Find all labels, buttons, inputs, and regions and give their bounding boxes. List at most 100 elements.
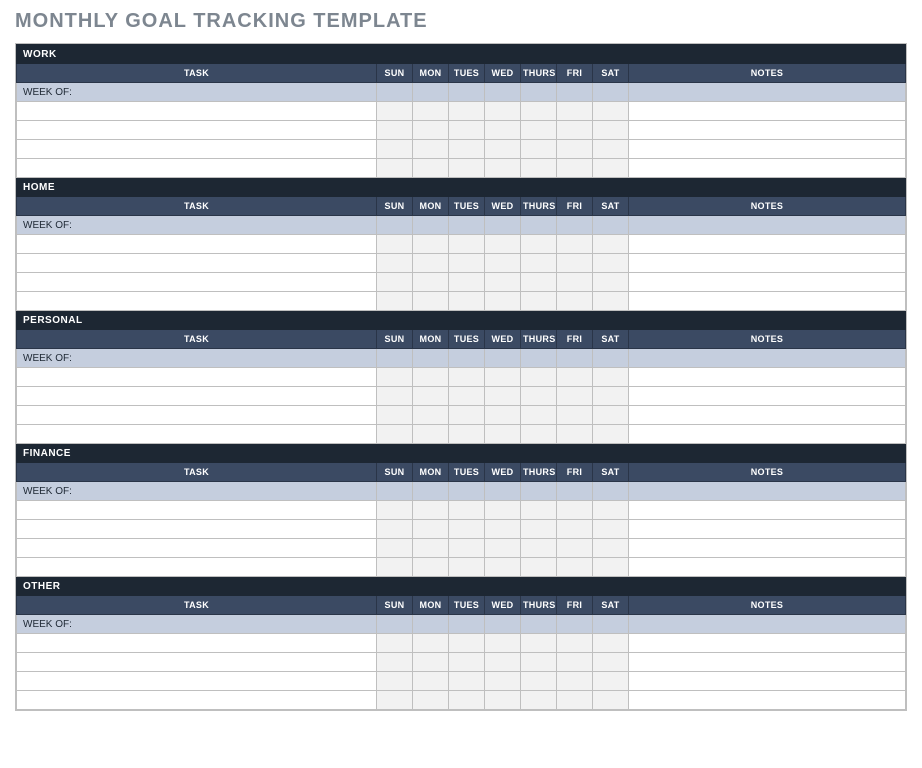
day-cell[interactable]: [377, 292, 413, 311]
day-cell[interactable]: [593, 539, 629, 558]
week-of-day-cell[interactable]: [521, 482, 557, 501]
week-of-notes-cell[interactable]: [629, 216, 906, 235]
notes-cell[interactable]: [629, 501, 906, 520]
week-of-day-cell[interactable]: [449, 83, 485, 102]
day-cell[interactable]: [377, 691, 413, 710]
day-cell[interactable]: [413, 102, 449, 121]
notes-cell[interactable]: [629, 368, 906, 387]
week-of-day-cell[interactable]: [557, 349, 593, 368]
day-cell[interactable]: [485, 273, 521, 292]
day-cell[interactable]: [413, 558, 449, 577]
day-cell[interactable]: [485, 292, 521, 311]
day-cell[interactable]: [377, 653, 413, 672]
day-cell[interactable]: [521, 520, 557, 539]
day-cell[interactable]: [377, 273, 413, 292]
day-cell[interactable]: [377, 140, 413, 159]
task-cell[interactable]: [17, 539, 377, 558]
day-cell[interactable]: [521, 102, 557, 121]
day-cell[interactable]: [413, 140, 449, 159]
day-cell[interactable]: [521, 558, 557, 577]
day-cell[interactable]: [485, 235, 521, 254]
day-cell[interactable]: [449, 159, 485, 178]
day-cell[interactable]: [377, 406, 413, 425]
day-cell[interactable]: [413, 425, 449, 444]
day-cell[interactable]: [485, 102, 521, 121]
day-cell[interactable]: [593, 121, 629, 140]
day-cell[interactable]: [449, 292, 485, 311]
day-cell[interactable]: [485, 672, 521, 691]
week-of-day-cell[interactable]: [377, 83, 413, 102]
week-of-day-cell[interactable]: [593, 349, 629, 368]
week-of-day-cell[interactable]: [377, 482, 413, 501]
day-cell[interactable]: [557, 558, 593, 577]
day-cell[interactable]: [521, 425, 557, 444]
day-cell[interactable]: [413, 653, 449, 672]
notes-cell[interactable]: [629, 406, 906, 425]
day-cell[interactable]: [413, 254, 449, 273]
day-cell[interactable]: [593, 273, 629, 292]
week-of-day-cell[interactable]: [557, 83, 593, 102]
day-cell[interactable]: [413, 387, 449, 406]
day-cell[interactable]: [377, 254, 413, 273]
task-cell[interactable]: [17, 140, 377, 159]
week-of-day-cell[interactable]: [485, 615, 521, 634]
week-of-notes-cell[interactable]: [629, 615, 906, 634]
day-cell[interactable]: [485, 140, 521, 159]
day-cell[interactable]: [449, 501, 485, 520]
day-cell[interactable]: [593, 425, 629, 444]
day-cell[interactable]: [593, 653, 629, 672]
day-cell[interactable]: [413, 501, 449, 520]
day-cell[interactable]: [377, 121, 413, 140]
day-cell[interactable]: [485, 520, 521, 539]
day-cell[interactable]: [449, 520, 485, 539]
task-cell[interactable]: [17, 425, 377, 444]
day-cell[interactable]: [413, 539, 449, 558]
notes-cell[interactable]: [629, 691, 906, 710]
day-cell[interactable]: [593, 235, 629, 254]
day-cell[interactable]: [485, 159, 521, 178]
day-cell[interactable]: [485, 387, 521, 406]
notes-cell[interactable]: [629, 121, 906, 140]
day-cell[interactable]: [413, 235, 449, 254]
week-of-day-cell[interactable]: [413, 349, 449, 368]
week-of-day-cell[interactable]: [521, 216, 557, 235]
day-cell[interactable]: [593, 501, 629, 520]
day-cell[interactable]: [485, 634, 521, 653]
day-cell[interactable]: [521, 140, 557, 159]
day-cell[interactable]: [485, 653, 521, 672]
week-of-day-cell[interactable]: [485, 349, 521, 368]
task-cell[interactable]: [17, 691, 377, 710]
day-cell[interactable]: [485, 691, 521, 710]
day-cell[interactable]: [485, 254, 521, 273]
day-cell[interactable]: [449, 102, 485, 121]
week-of-day-cell[interactable]: [413, 482, 449, 501]
notes-cell[interactable]: [629, 254, 906, 273]
week-of-day-cell[interactable]: [413, 615, 449, 634]
task-cell[interactable]: [17, 387, 377, 406]
day-cell[interactable]: [521, 653, 557, 672]
notes-cell[interactable]: [629, 653, 906, 672]
day-cell[interactable]: [413, 159, 449, 178]
notes-cell[interactable]: [629, 558, 906, 577]
day-cell[interactable]: [485, 121, 521, 140]
day-cell[interactable]: [377, 539, 413, 558]
day-cell[interactable]: [449, 235, 485, 254]
day-cell[interactable]: [593, 102, 629, 121]
day-cell[interactable]: [521, 159, 557, 178]
day-cell[interactable]: [449, 368, 485, 387]
day-cell[interactable]: [449, 634, 485, 653]
week-of-day-cell[interactable]: [485, 216, 521, 235]
day-cell[interactable]: [557, 254, 593, 273]
day-cell[interactable]: [485, 501, 521, 520]
notes-cell[interactable]: [629, 235, 906, 254]
day-cell[interactable]: [557, 672, 593, 691]
day-cell[interactable]: [449, 558, 485, 577]
day-cell[interactable]: [377, 634, 413, 653]
day-cell[interactable]: [593, 159, 629, 178]
task-cell[interactable]: [17, 406, 377, 425]
day-cell[interactable]: [485, 368, 521, 387]
week-of-day-cell[interactable]: [557, 482, 593, 501]
day-cell[interactable]: [521, 691, 557, 710]
task-cell[interactable]: [17, 254, 377, 273]
week-of-day-cell[interactable]: [485, 83, 521, 102]
